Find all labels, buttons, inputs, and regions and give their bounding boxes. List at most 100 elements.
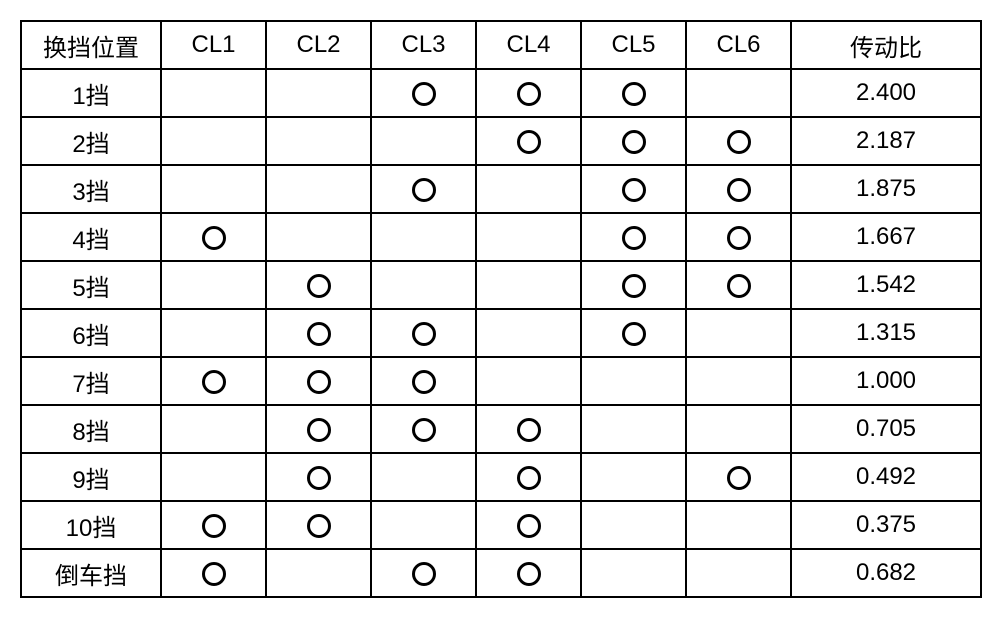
engaged-circle-icon [622, 130, 646, 154]
ratio-cell: 0.705 [791, 405, 981, 453]
clutch-cell-cl6 [686, 213, 791, 261]
clutch-cell-cl3 [371, 309, 476, 357]
clutch-cell-cl6 [686, 261, 791, 309]
clutch-cell-cl2 [266, 309, 371, 357]
ratio-cell: 0.375 [791, 501, 981, 549]
clutch-cell-cl4 [476, 549, 581, 597]
clutch-cell-cl1 [161, 69, 266, 117]
col-header-cl2: CL2 [266, 21, 371, 69]
table-row: 倒车挡 0.682 [21, 549, 981, 597]
table-row: 4挡 1.667 [21, 213, 981, 261]
clutch-cell-cl5 [581, 501, 686, 549]
ratio-cell: 1.667 [791, 213, 981, 261]
clutch-cell-cl2 [266, 357, 371, 405]
ratio-cell: 0.492 [791, 453, 981, 501]
ratio-cell: 2.187 [791, 117, 981, 165]
clutch-cell-cl5 [581, 357, 686, 405]
engaged-circle-icon [412, 82, 436, 106]
clutch-cell-cl3 [371, 453, 476, 501]
clutch-cell-cl6 [686, 117, 791, 165]
engaged-circle-icon [517, 130, 541, 154]
gear-label: 3挡 [21, 165, 161, 213]
clutch-cell-cl3 [371, 549, 476, 597]
col-header-label: 换挡位置 [21, 21, 161, 69]
engaged-circle-icon [412, 370, 436, 394]
clutch-cell-cl5 [581, 69, 686, 117]
clutch-cell-cl3 [371, 405, 476, 453]
clutch-cell-cl4 [476, 405, 581, 453]
table-body: 1挡2.4002挡2.1873挡 1.875 4挡 1.667 5挡 1.542 6挡 1.3… [21, 69, 981, 597]
engaged-circle-icon [202, 370, 226, 394]
gear-label: 6挡 [21, 309, 161, 357]
table-row: 8挡0.705 [21, 405, 981, 453]
clutch-cell-cl5 [581, 549, 686, 597]
ratio-cell: 1.542 [791, 261, 981, 309]
clutch-cell-cl1 [161, 213, 266, 261]
gear-label: 9挡 [21, 453, 161, 501]
engaged-circle-icon [622, 322, 646, 346]
engaged-circle-icon [727, 466, 751, 490]
clutch-cell-cl1 [161, 405, 266, 453]
clutch-cell-cl6 [686, 69, 791, 117]
engaged-circle-icon [412, 178, 436, 202]
clutch-cell-cl2 [266, 501, 371, 549]
clutch-cell-cl1 [161, 501, 266, 549]
clutch-cell-cl6 [686, 549, 791, 597]
engaged-circle-icon [622, 226, 646, 250]
clutch-cell-cl5 [581, 213, 686, 261]
ratio-cell: 1.875 [791, 165, 981, 213]
clutch-cell-cl5 [581, 405, 686, 453]
engaged-circle-icon [307, 514, 331, 538]
clutch-cell-cl2 [266, 453, 371, 501]
clutch-cell-cl3 [371, 117, 476, 165]
clutch-cell-cl6 [686, 309, 791, 357]
engaged-circle-icon [517, 514, 541, 538]
engaged-circle-icon [517, 82, 541, 106]
clutch-cell-cl4 [476, 117, 581, 165]
clutch-cell-cl3 [371, 165, 476, 213]
table-row: 3挡 1.875 [21, 165, 981, 213]
table-row: 10挡0.375 [21, 501, 981, 549]
clutch-cell-cl1 [161, 453, 266, 501]
clutch-cell-cl4 [476, 69, 581, 117]
engaged-circle-icon [412, 322, 436, 346]
table-row: 5挡 1.542 [21, 261, 981, 309]
engaged-circle-icon [202, 226, 226, 250]
col-header-ratio: 传动比 [791, 21, 981, 69]
engaged-circle-icon [727, 226, 751, 250]
engaged-circle-icon [727, 274, 751, 298]
engaged-circle-icon [202, 562, 226, 586]
clutch-cell-cl5 [581, 453, 686, 501]
clutch-cell-cl2 [266, 405, 371, 453]
engaged-circle-icon [307, 466, 331, 490]
gear-ratio-table: 换挡位置 CL1 CL2 CL3 CL4 CL5 CL6 传动比 1挡2.400… [20, 20, 982, 598]
clutch-cell-cl2 [266, 261, 371, 309]
table-header-row: 换挡位置 CL1 CL2 CL3 CL4 CL5 CL6 传动比 [21, 21, 981, 69]
ratio-cell: 1.315 [791, 309, 981, 357]
engaged-circle-icon [622, 178, 646, 202]
clutch-cell-cl1 [161, 357, 266, 405]
engaged-circle-icon [202, 514, 226, 538]
engaged-circle-icon [727, 178, 751, 202]
clutch-cell-cl4 [476, 261, 581, 309]
clutch-cell-cl5 [581, 309, 686, 357]
table-row: 2挡2.187 [21, 117, 981, 165]
clutch-cell-cl6 [686, 405, 791, 453]
clutch-cell-cl5 [581, 117, 686, 165]
clutch-cell-cl2 [266, 213, 371, 261]
ratio-cell: 0.682 [791, 549, 981, 597]
clutch-cell-cl2 [266, 69, 371, 117]
engaged-circle-icon [412, 562, 436, 586]
table-row: 1挡2.400 [21, 69, 981, 117]
clutch-cell-cl3 [371, 213, 476, 261]
gear-label: 4挡 [21, 213, 161, 261]
engaged-circle-icon [412, 418, 436, 442]
col-header-cl4: CL4 [476, 21, 581, 69]
clutch-cell-cl5 [581, 261, 686, 309]
gear-label: 5挡 [21, 261, 161, 309]
clutch-cell-cl1 [161, 261, 266, 309]
clutch-cell-cl4 [476, 501, 581, 549]
clutch-cell-cl4 [476, 357, 581, 405]
gear-label: 倒车挡 [21, 549, 161, 597]
clutch-cell-cl3 [371, 501, 476, 549]
